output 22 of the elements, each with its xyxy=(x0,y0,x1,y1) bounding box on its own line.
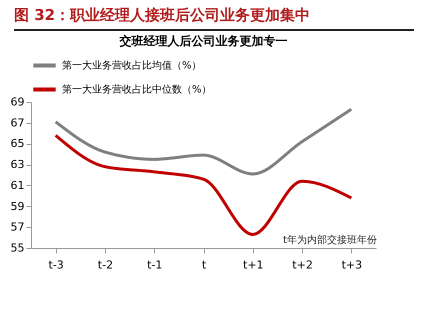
chart-title: 图 32：职业经理人接班后公司业务更加集中 xyxy=(14,0,414,31)
y-tick-label: 59 xyxy=(10,200,24,213)
y-tick-label: 61 xyxy=(10,178,24,192)
chart-subtitle: 交班经理人后公司业务更加专一 xyxy=(118,34,288,48)
x-tick-label: t+3 xyxy=(342,258,362,272)
y-tick-label: 65 xyxy=(10,137,24,150)
legend-label: 第一大业务营收占比中位数（%） xyxy=(62,84,212,96)
legend-label: 第一大业务营收占比均值（%） xyxy=(62,60,202,72)
line-series xyxy=(54,108,353,176)
x-tick-label: t xyxy=(202,258,207,272)
x-tick-label: t+1 xyxy=(243,258,264,272)
y-tick-label: 67 xyxy=(10,116,24,130)
line-series xyxy=(54,134,353,236)
y-tick-label: 69 xyxy=(10,96,24,108)
x-tick-label: t+2 xyxy=(292,258,313,272)
x-tick-label: t-2 xyxy=(98,258,114,272)
x-tick-label: t-1 xyxy=(147,258,162,272)
annotation: t年为内部交接班年份 xyxy=(283,234,377,246)
y-tick-label: 55 xyxy=(10,242,24,254)
y-tick-label: 57 xyxy=(10,220,24,234)
y-tick-label: 63 xyxy=(10,158,24,172)
x-tick-label: t-3 xyxy=(48,258,64,272)
